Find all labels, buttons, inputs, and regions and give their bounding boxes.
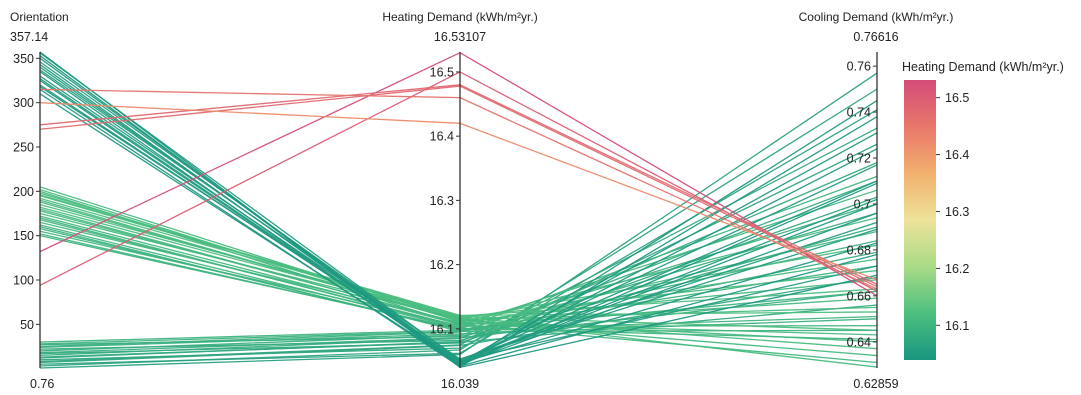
cooling-demand-axis-tick-label: 0.66 — [847, 289, 871, 303]
heating-demand-axis-tick-label: 16.3 — [430, 194, 454, 208]
orientation-axis-tick-label: 200 — [13, 185, 34, 199]
orientation-axis-tick-label: 350 — [13, 52, 34, 66]
cooling-demand-axis-max-label: 0.76616 — [853, 30, 898, 44]
colorbar-ticks: 16.1 16.2 16.3 16.4 16.5 — [936, 91, 969, 333]
colorbar: Heating Demand (kWh/m²yr.) 16.116.216.31… — [902, 60, 1064, 360]
heating-demand-axis-tick-label: 16.5 — [430, 65, 454, 79]
data-line — [39, 84, 878, 285]
heating-demand-axis-tick-label: 16.1 — [430, 322, 454, 336]
orientation-axis-min-label: 0.76 — [30, 377, 54, 391]
cooling-demand-axis-tick-label: 0.7 — [854, 197, 871, 211]
data-line — [39, 186, 878, 321]
heating-demand-axis-tick-label: 16.4 — [430, 130, 454, 144]
orientation-axis-tick-label: 250 — [13, 141, 34, 155]
heating-demand-axis-max-label: 16.53107 — [434, 30, 486, 44]
heating-demand-axis: Heating Demand (kWh/m²yr.) 16.53107 16.0… — [382, 10, 537, 391]
data-line — [39, 52, 878, 361]
cooling-demand-axis-title: Cooling Demand (kWh/m²yr.) — [799, 10, 954, 24]
heating-demand-axis-title: Heating Demand (kWh/m²yr.) — [382, 10, 537, 24]
orientation-axis-tick-label: 150 — [13, 229, 34, 243]
cooling-demand-axis-tick-label: 0.74 — [847, 106, 871, 120]
cooling-demand-axis-tick-label: 0.72 — [847, 152, 871, 166]
data-lines — [39, 51, 878, 369]
heating-demand-axis-tick-label: 16.2 — [430, 258, 454, 272]
orientation-axis-title: Orientation — [10, 10, 69, 24]
cooling-demand-axis-tick-label: 0.64 — [847, 335, 871, 349]
colorbar-gradient — [904, 80, 936, 360]
axes: Orientation 357.14 0.76 50 100 150 200 250 30… — [10, 10, 953, 391]
orientation-axis-tick-label: 300 — [13, 96, 34, 110]
cooling-demand-axis-tick-label: 0.68 — [847, 243, 871, 257]
colorbar-tick-label: 16.1 — [945, 319, 969, 333]
data-line — [39, 85, 878, 288]
colorbar-title: Heating Demand (kWh/m²yr.) — [902, 60, 1064, 74]
cooling-demand-axis: Cooling Demand (kWh/m²yr.) 0.76616 0.628… — [799, 10, 954, 391]
orientation-axis-tick-label: 100 — [13, 274, 34, 288]
cooling-demand-axis-tick-label: 0.76 — [847, 60, 871, 74]
cooling-demand-axis-min-label: 0.62859 — [853, 377, 898, 391]
colorbar-tick-label: 16.5 — [945, 91, 969, 105]
heating-demand-axis-min-label: 16.039 — [441, 377, 479, 391]
colorbar-tick-label: 16.4 — [945, 148, 969, 162]
colorbar-tick-label: 16.3 — [945, 205, 969, 219]
orientation-axis-tick-label: 50 — [20, 318, 34, 332]
orientation-axis: Orientation 357.14 0.76 50 100 150 200 250 30… — [10, 10, 69, 391]
colorbar-tick-label: 16.2 — [945, 262, 969, 276]
orientation-axis-max-label: 357.14 — [10, 30, 48, 44]
